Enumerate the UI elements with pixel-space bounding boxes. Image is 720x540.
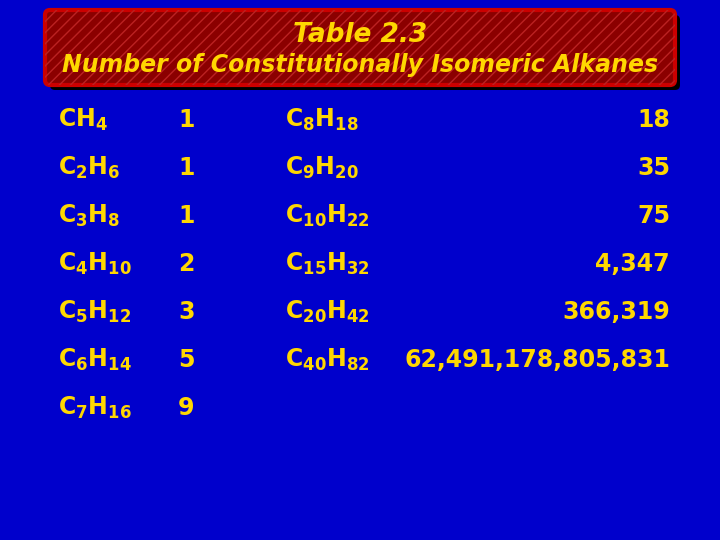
Text: $\mathregular{C_{5}H_{12}}$: $\mathregular{C_{5}H_{12}}$ [58,299,131,325]
Text: 62,491,178,805,831: 62,491,178,805,831 [404,348,670,372]
Text: $\mathregular{C_{6}H_{14}}$: $\mathregular{C_{6}H_{14}}$ [58,347,132,373]
Text: 35: 35 [637,156,670,180]
Text: $\mathregular{C_{7}H_{16}}$: $\mathregular{C_{7}H_{16}}$ [58,395,132,421]
Text: 18: 18 [637,108,670,132]
FancyBboxPatch shape [50,15,680,90]
Text: $\mathregular{C_{20}H_{42}}$: $\mathregular{C_{20}H_{42}}$ [285,299,370,325]
Text: $\mathregular{C_{15}H_{32}}$: $\mathregular{C_{15}H_{32}}$ [285,251,370,277]
Text: 5: 5 [178,348,194,372]
Text: $\mathregular{CH_4}$: $\mathregular{CH_4}$ [58,107,108,133]
Text: 1: 1 [178,204,194,228]
Text: $\mathregular{C_{8}H_{18}}$: $\mathregular{C_{8}H_{18}}$ [285,107,359,133]
Text: 1: 1 [178,156,194,180]
Text: 2: 2 [178,252,194,276]
Text: $\mathregular{C_{40}H_{82}}$: $\mathregular{C_{40}H_{82}}$ [285,347,370,373]
Text: 75: 75 [637,204,670,228]
Text: 366,319: 366,319 [562,300,670,324]
FancyBboxPatch shape [45,10,675,85]
Text: 9: 9 [178,396,194,420]
Text: 1: 1 [178,108,194,132]
Text: $\mathregular{C_{3}H_{8}}$: $\mathregular{C_{3}H_{8}}$ [58,203,120,229]
Text: Number of Constitutionally Isomeric Alkanes: Number of Constitutionally Isomeric Alka… [62,53,658,77]
Text: 4,347: 4,347 [595,252,670,276]
Text: $\mathregular{C_{10}H_{22}}$: $\mathregular{C_{10}H_{22}}$ [285,203,370,229]
Text: $\mathregular{C_{9}H_{20}}$: $\mathregular{C_{9}H_{20}}$ [285,155,359,181]
Text: $\mathregular{C_{2}H_{6}}$: $\mathregular{C_{2}H_{6}}$ [58,155,120,181]
Text: 3: 3 [178,300,194,324]
Text: Table 2.3: Table 2.3 [293,22,427,48]
Text: $\mathregular{C_{4}H_{10}}$: $\mathregular{C_{4}H_{10}}$ [58,251,132,277]
